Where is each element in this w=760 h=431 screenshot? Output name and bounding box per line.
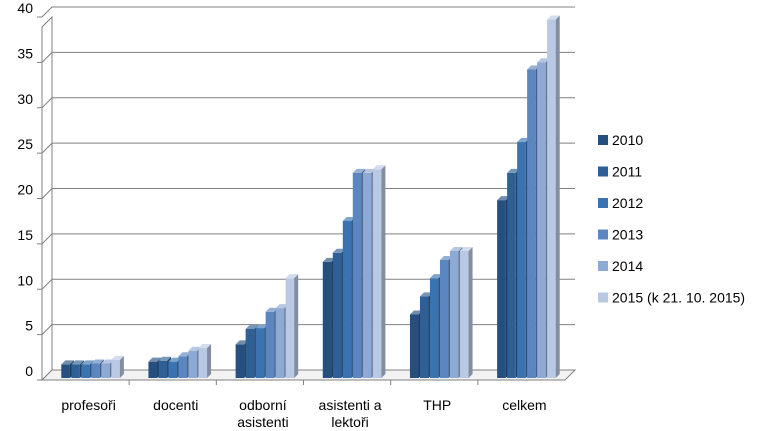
gridline [41,6,575,18]
legend-label: 2011 [612,164,642,180]
legend-item: 2014 [598,258,643,274]
legend-swatch [598,135,608,145]
legend-swatch [598,229,608,240]
legend-swatch [598,261,608,271]
gridline [41,51,575,63]
bar [285,274,299,378]
x-tick-label: THP [423,397,451,413]
y-tick-label: 40 [17,0,33,16]
legend-swatch [598,198,608,208]
x-axis-labels: profesoři docenti odborní asistenti asistent… [61,397,546,430]
y-tick-label: 25 [17,136,33,152]
bar [372,165,386,378]
legend-label: 2012 [612,195,643,211]
gridline [41,278,575,290]
y-tick-label: 0 [25,363,33,379]
plot-frame [40,15,577,382]
legend-item: 2010 [598,132,643,148]
gridlines [41,6,575,335]
y-tick-label: 20 [17,182,33,198]
y-tick-label: 30 [17,91,33,107]
legend-label: 2015 (k 21. 10. 2015) [612,290,745,306]
gridline [41,233,575,245]
y-tick-label: 15 [17,227,33,243]
bar [198,344,212,378]
bar [459,246,473,378]
legend-swatch [598,292,608,303]
x-tick-label: odborní asistenti [237,397,288,430]
legend-item: 2011 [598,164,642,180]
gridline [41,142,575,154]
legend: 2010 2011 2012 2013 2014 2015 (k 21. 10. 2015… [598,132,745,306]
legend-label: 2014 [612,258,643,274]
legend-item: 2015 (k 21. 10. 2015) [598,290,745,306]
legend-label: 2010 [612,132,643,148]
legend-label: 2013 [612,227,643,243]
legend-item: 2013 [598,227,643,243]
y-axis-ticks: 0 5 10 15 20 25 30 35 40 [17,0,479,385]
legend-swatch [598,166,608,177]
legend-item: 2012 [598,195,643,211]
bar [547,15,560,378]
x-tick-label: docenti [153,397,198,413]
gridline [41,97,575,109]
gridline [41,188,575,199]
x-tick-label: profesoři [61,397,115,413]
y-tick-label: 5 [25,318,33,334]
x-tick-label: celkem [502,397,546,413]
gridline [41,324,575,335]
y-tick-label: 35 [17,45,33,61]
bar [111,355,124,378]
x-tick-label: asistenti a lektoři [319,397,382,430]
bars [61,15,560,378]
y-tick-label: 10 [17,272,33,288]
